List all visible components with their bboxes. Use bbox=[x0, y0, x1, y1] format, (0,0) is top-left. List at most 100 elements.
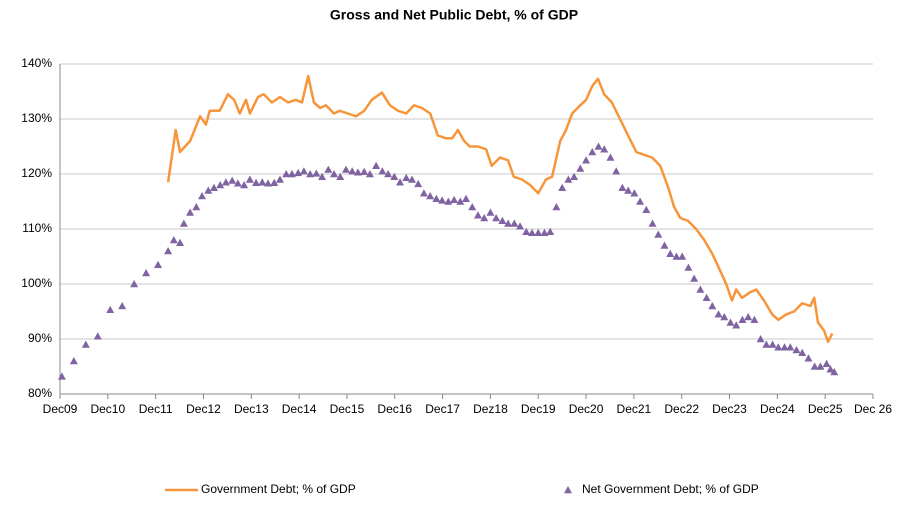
net-debt-marker bbox=[546, 227, 555, 235]
x-tick-label: Dec25 bbox=[808, 402, 843, 416]
x-tick-label: Dec20 bbox=[569, 402, 604, 416]
x-tick-label: Dec22 bbox=[664, 402, 699, 416]
x-tick-label: Dec10 bbox=[90, 402, 125, 416]
x-tick-label: Dec 26 bbox=[854, 402, 892, 416]
net-debt-marker bbox=[353, 168, 362, 176]
net-debt-marker bbox=[774, 343, 783, 351]
net-debt-marker bbox=[486, 208, 495, 216]
net-debt-marker bbox=[106, 305, 115, 314]
net-debt-marker bbox=[726, 318, 735, 326]
net-debt-marker bbox=[642, 205, 651, 213]
legend-swatch bbox=[564, 486, 572, 494]
net-debt-marker bbox=[275, 175, 284, 183]
net-debt-marker bbox=[252, 178, 261, 186]
net-debt-marker bbox=[473, 211, 482, 219]
net-debt-marker bbox=[456, 197, 465, 205]
net-debt-marker bbox=[564, 175, 573, 183]
net-debt-marker bbox=[804, 354, 813, 362]
net-debt-marker bbox=[341, 165, 350, 173]
net-debt-marker bbox=[576, 164, 585, 172]
net-debt-marker bbox=[660, 241, 669, 249]
net-debt-marker bbox=[600, 145, 609, 153]
x-tick-label: Dec21 bbox=[617, 402, 652, 416]
net-debt-marker bbox=[714, 310, 723, 318]
net-debt-marker bbox=[522, 227, 531, 235]
x-tick-label: Dec09 bbox=[43, 402, 78, 416]
net-debt-marker bbox=[516, 222, 525, 230]
net-debt-marker bbox=[504, 219, 513, 227]
net-debt-marker bbox=[534, 228, 543, 237]
net-debt-marker bbox=[142, 269, 151, 277]
net-debt-marker bbox=[390, 172, 399, 180]
net-debt-marker bbox=[468, 203, 477, 211]
x-tick-label: Dez18 bbox=[473, 402, 508, 416]
x-tick-label: Dec17 bbox=[425, 402, 460, 416]
net-debt-marker bbox=[348, 167, 357, 175]
net-debt-marker bbox=[678, 252, 687, 260]
net-debt-marker bbox=[696, 285, 705, 293]
net-debt-marker bbox=[396, 178, 405, 186]
net-debt-marker bbox=[438, 196, 447, 204]
net-debt-marker bbox=[702, 293, 711, 301]
x-tick-label: Dec12 bbox=[186, 402, 221, 416]
chart-title: Gross and Net Public Debt, % of GDP bbox=[330, 7, 578, 23]
net-debt-marker bbox=[648, 219, 657, 227]
net-debt-marker bbox=[294, 168, 303, 177]
net-debt-marker bbox=[324, 165, 333, 173]
net-debt-marker bbox=[402, 173, 411, 182]
y-tick-label: 110% bbox=[22, 221, 52, 235]
net-debt-marker bbox=[786, 343, 795, 351]
net-debt-marker bbox=[792, 346, 801, 354]
net-debt-marker bbox=[540, 228, 549, 237]
net-debt-marker bbox=[312, 169, 321, 177]
net-debt-marker bbox=[630, 189, 639, 197]
x-tick-label: Dec16 bbox=[377, 402, 412, 416]
net-debt-marker bbox=[93, 332, 102, 340]
net-debt-marker bbox=[81, 340, 90, 348]
net-debt-marker bbox=[365, 170, 374, 178]
x-tick-label: Dec14 bbox=[282, 402, 317, 416]
net-debt-marker bbox=[462, 194, 471, 202]
net-debt-marker bbox=[186, 208, 195, 216]
x-tick-label: Dec11 bbox=[139, 402, 173, 416]
net-debt-marker bbox=[287, 170, 296, 178]
net-debt-marker bbox=[768, 340, 777, 348]
net-debt-marker bbox=[498, 216, 507, 224]
net-debt-marker bbox=[419, 189, 428, 197]
x-tick-label: Dec24 bbox=[760, 402, 795, 416]
net-debt-marker bbox=[582, 156, 591, 164]
net-debt-marker bbox=[756, 335, 765, 343]
net-debt-marker bbox=[221, 178, 230, 186]
net-debt-marker bbox=[118, 302, 127, 310]
net-debt-marker bbox=[204, 186, 213, 194]
net-debt-marker bbox=[750, 315, 759, 323]
net-debt-marker bbox=[228, 176, 237, 184]
net-debt-marker bbox=[245, 175, 254, 183]
net-debt-marker bbox=[130, 280, 139, 288]
y-tick-label: 100% bbox=[21, 276, 52, 290]
net-debt-marker bbox=[209, 183, 218, 191]
net-debt-marker bbox=[762, 340, 771, 348]
net-debt-marker bbox=[830, 368, 839, 376]
net-debt-marker bbox=[744, 313, 753, 321]
net-debt-marker bbox=[612, 167, 621, 175]
x-tick-label: Dec19 bbox=[521, 402, 556, 416]
net-debt-marker bbox=[407, 175, 416, 183]
net-debt-marker bbox=[192, 203, 201, 211]
net-debt-marker bbox=[69, 357, 78, 365]
net-debt-marker bbox=[426, 192, 435, 200]
net-debt-marker bbox=[179, 219, 188, 227]
net-debt-marker bbox=[492, 214, 501, 222]
net-debt-marker bbox=[216, 181, 225, 189]
net-debt-marker bbox=[384, 170, 393, 178]
net-debt-marker bbox=[624, 186, 633, 194]
y-tick-label: 140% bbox=[21, 56, 52, 70]
net-debt-marker bbox=[372, 161, 381, 169]
y-tick-label: 120% bbox=[21, 166, 52, 180]
net-debt-marker bbox=[618, 183, 627, 191]
net-debt-marker bbox=[299, 167, 308, 175]
net-debt-marker bbox=[330, 170, 339, 178]
net-debt-marker bbox=[264, 179, 273, 187]
net-debt-marker bbox=[552, 203, 561, 211]
